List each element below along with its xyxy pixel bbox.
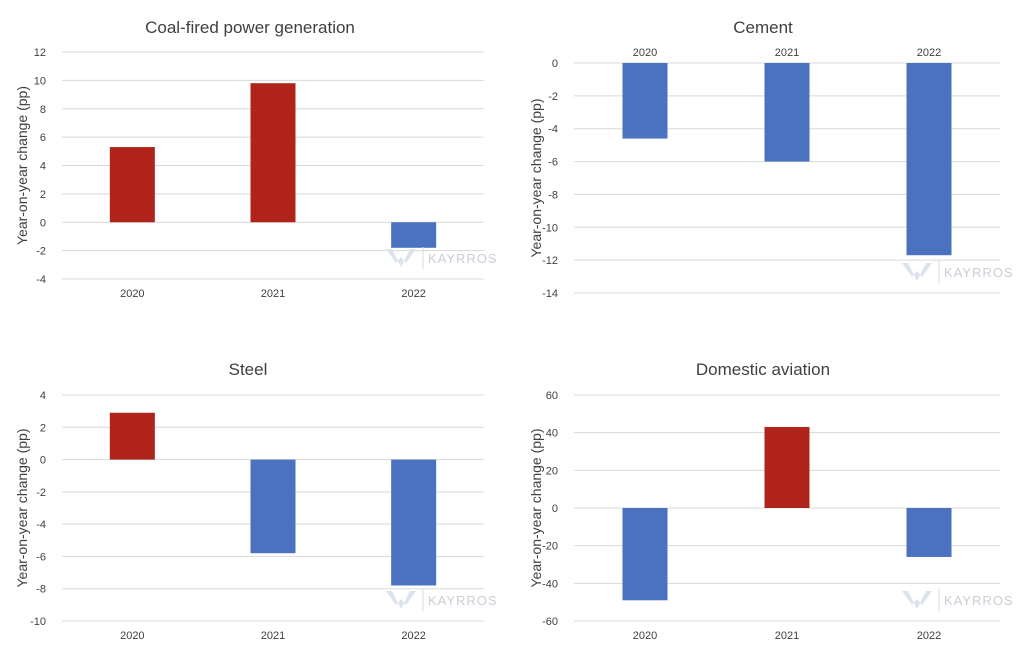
aviation-chart-title: Domestic aviation: [696, 360, 830, 379]
steel-bar-2021: [250, 459, 296, 554]
cement-x-tick-label: 2022: [917, 47, 941, 59]
aviation-watermark-logo: KAYRROS: [902, 589, 1014, 611]
coal-watermark-logo: KAYRROS: [386, 247, 498, 269]
coal-bar-2022: [391, 222, 437, 248]
aviation-x-tick-label: 2022: [917, 630, 941, 642]
steel-y-tick-label: -6: [36, 551, 46, 563]
aviation-y-tick-label: -60: [542, 616, 558, 628]
coal-y-tick-label: 4: [40, 161, 46, 173]
aviation-x-tick-label: 2020: [633, 630, 657, 642]
coal-x-tick-label: 2020: [120, 288, 144, 300]
aviation-y-tick-label: 40: [546, 428, 558, 440]
cement-chart-title: Cement: [733, 18, 793, 37]
steel-y-tick-label: -2: [36, 487, 46, 499]
steel-y-tick-label: 0: [40, 455, 46, 467]
coal-bar-2021: [250, 83, 296, 223]
aviation-chart: 60 40 20 0 -20 -40 -60 Domestic aviation Year-on…: [528, 360, 1014, 642]
chart-panel-steel: 4 2 0 -2 -4 -6 -8 -10 Steel Year-on-year change (…: [0, 327, 512, 653]
aviation-bar-2020: [622, 508, 668, 601]
aviation-y-tick-label: 0: [552, 503, 558, 515]
steel-watermark-logo: KAYRROS: [386, 589, 498, 611]
cement-y-tick-label: -14: [542, 288, 558, 300]
steel-y-axis-label: Year-on-year change (pp): [14, 428, 30, 587]
cement-x-tick-label: 2020: [633, 47, 657, 59]
coal-y-tick-label: 0: [40, 217, 46, 229]
cement-y-tick-label: -2: [548, 91, 558, 103]
cement-x-tick-label: 2021: [775, 47, 799, 59]
cement-bar-2022: [906, 63, 952, 256]
steel-bar-2020: [109, 412, 155, 460]
aviation-y-tick-label: -40: [542, 578, 558, 590]
chart-panel-cement: 0 -2 -4 -6 -8 -10 -12 -14 Cement Year-on-year cha…: [512, 0, 1024, 326]
steel-y-tick-label: -8: [36, 584, 46, 596]
cement-y-tick-label: 0: [552, 58, 558, 70]
steel-y-tick-label: -4: [36, 519, 46, 531]
steel-y-tick-label: -10: [30, 616, 46, 628]
cement-y-tick-label: -10: [542, 222, 558, 234]
coal-y-tick-label: -4: [36, 274, 46, 286]
coal-x-tick-label: 2022: [401, 288, 425, 300]
steel-chart-title: Steel: [229, 360, 268, 379]
cement-bar-2021: [764, 63, 810, 162]
aviation-x-tick-label: 2021: [775, 630, 799, 642]
aviation-y-tick-label: 60: [546, 390, 558, 402]
aviation-bar-2022: [906, 508, 952, 557]
aviation-watermark-logo-mark: [902, 591, 932, 609]
chart-panel-coal: 12 10 8 6 4 2 0 -2 -4 Coal-fired power generation…: [0, 0, 512, 326]
coal-x-tick-label: 2021: [261, 288, 285, 300]
aviation-y-axis-label: Year-on-year change (pp): [528, 428, 544, 587]
steel-x-tick-label: 2022: [401, 630, 425, 642]
coal-bar-2020: [109, 147, 155, 223]
cement-watermark-logo-mark: [902, 263, 932, 281]
cement-bar-2020: [622, 63, 668, 139]
cement-y-tick-label: -4: [548, 124, 558, 136]
steel-x-tick-label: 2021: [261, 630, 285, 642]
coal-chart: 12 10 8 6 4 2 0 -2 -4 Coal-fired power generation…: [14, 18, 498, 300]
cement-y-tick-label: -6: [548, 157, 558, 169]
cement-watermark-logo: KAYRROS: [902, 261, 1014, 283]
coal-y-tick-label: -2: [36, 246, 46, 258]
coal-y-axis-label: Year-on-year change (pp): [14, 86, 30, 245]
aviation-bar-2021: [764, 427, 810, 508]
steel-bar-2022: [391, 459, 437, 586]
chart-panel-aviation: 60 40 20 0 -20 -40 -60 Domestic aviation Year-on…: [512, 327, 1024, 653]
coal-watermark-text: KAYRROS: [428, 251, 498, 266]
cement-watermark-text: KAYRROS: [944, 265, 1014, 280]
steel-y-tick-label: 4: [40, 390, 46, 402]
steel-watermark-text: KAYRROS: [428, 593, 498, 608]
coal-y-tick-label: 10: [34, 75, 46, 87]
aviation-y-tick-label: -20: [542, 541, 558, 553]
steel-y-tick-label: 2: [40, 422, 46, 434]
cement-y-axis-label: Year-on-year change (pp): [528, 98, 544, 257]
coal-y-tick-label: 6: [40, 132, 46, 144]
coal-y-tick-label: 8: [40, 104, 46, 116]
aviation-y-tick-label: 20: [546, 465, 558, 477]
steel-chart: 4 2 0 -2 -4 -6 -8 -10 Steel Year-on-year change (…: [14, 360, 498, 642]
steel-x-tick-label: 2020: [120, 630, 144, 642]
coal-y-tick-label: 12: [34, 47, 46, 59]
cement-y-tick-label: -8: [548, 189, 558, 201]
cement-chart: 0 -2 -4 -6 -8 -10 -12 -14 Cement Year-on-year cha…: [528, 18, 1014, 300]
steel-watermark-logo-mark: [386, 591, 416, 609]
coal-y-tick-label: 2: [40, 189, 46, 201]
coal-chart-title: Coal-fired power generation: [145, 18, 355, 37]
aviation-watermark-text: KAYRROS: [944, 593, 1014, 608]
cement-y-tick-label: -12: [542, 255, 558, 267]
coal-watermark-logo-mark: [386, 249, 416, 267]
